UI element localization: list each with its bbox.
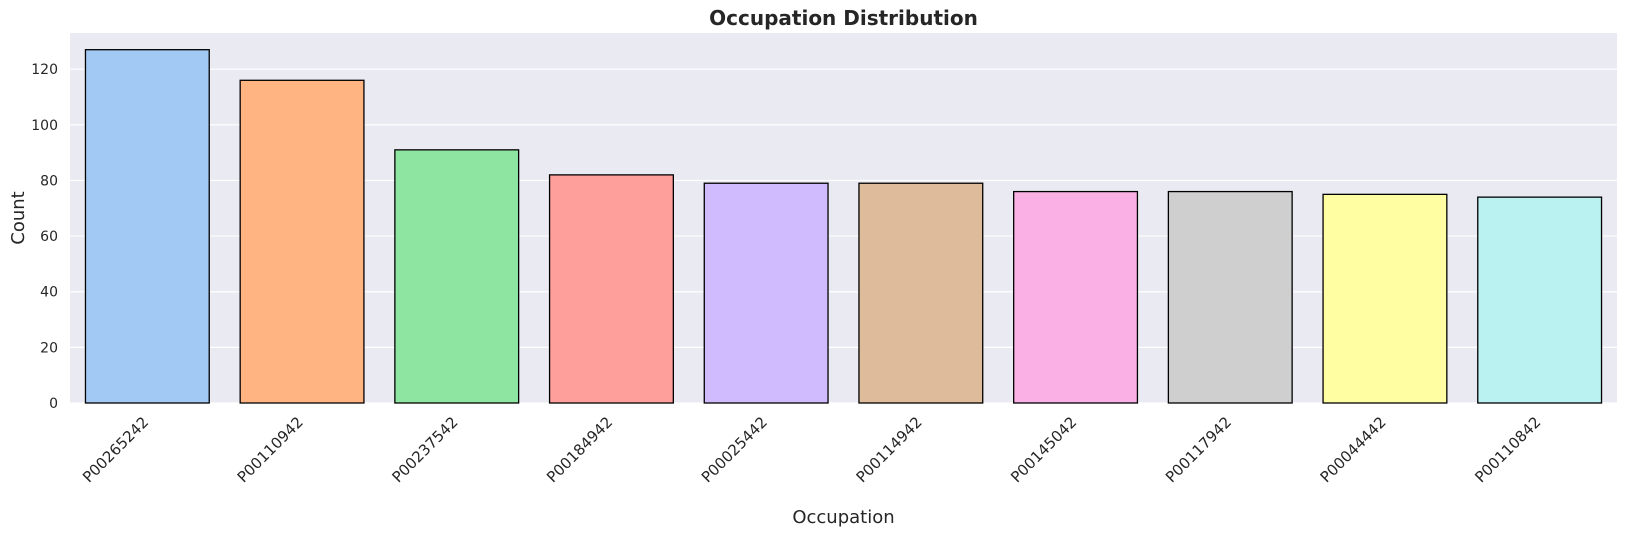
y-tick-label: 40: [40, 285, 58, 301]
x-tick-label: P00114942: [853, 413, 926, 486]
y-axis-label: Count: [8, 191, 29, 244]
y-axis-ticks: 0 20 40 60 80 100 120: [31, 62, 58, 412]
bar-p00025442: [703, 182, 829, 404]
x-tick-label: P00044442: [1317, 413, 1390, 486]
x-tick-label: P00117942: [1162, 413, 1235, 486]
x-axis-label: Occupation: [792, 507, 894, 528]
y-tick-label: 120: [31, 62, 58, 78]
bars: [84, 49, 1603, 404]
x-tick-label: P00110842: [1471, 413, 1544, 486]
x-tick-label: P00025442: [698, 413, 771, 486]
bar-p00237542: [394, 149, 520, 404]
y-tick-label: 80: [40, 173, 58, 189]
bar-p00110942: [239, 79, 365, 404]
x-tick-label: P00110942: [234, 413, 307, 486]
y-tick-label: 20: [40, 340, 58, 356]
y-tick-label: 0: [49, 396, 58, 412]
bar-p00265242: [84, 49, 210, 404]
bar-p00145042: [1013, 190, 1139, 404]
y-tick-label: 60: [40, 229, 58, 245]
chart-title: Occupation Distribution: [709, 6, 978, 30]
bar-p00110842: [1477, 196, 1603, 404]
y-tick-label: 100: [31, 118, 58, 134]
bar-p00184942: [548, 174, 674, 404]
bar-p00117942: [1167, 190, 1293, 404]
x-tick-label: P00265242: [79, 413, 152, 486]
bar-p00044442: [1322, 193, 1448, 404]
x-tick-label: P00145042: [1007, 413, 1080, 486]
x-tick-label: P00184942: [543, 413, 616, 486]
x-axis-ticks: P00265242 P00110942 P00237542 P00184942 P000…: [79, 413, 1544, 486]
x-tick-label: P00237542: [388, 413, 461, 486]
bar-p00114942: [858, 182, 984, 404]
